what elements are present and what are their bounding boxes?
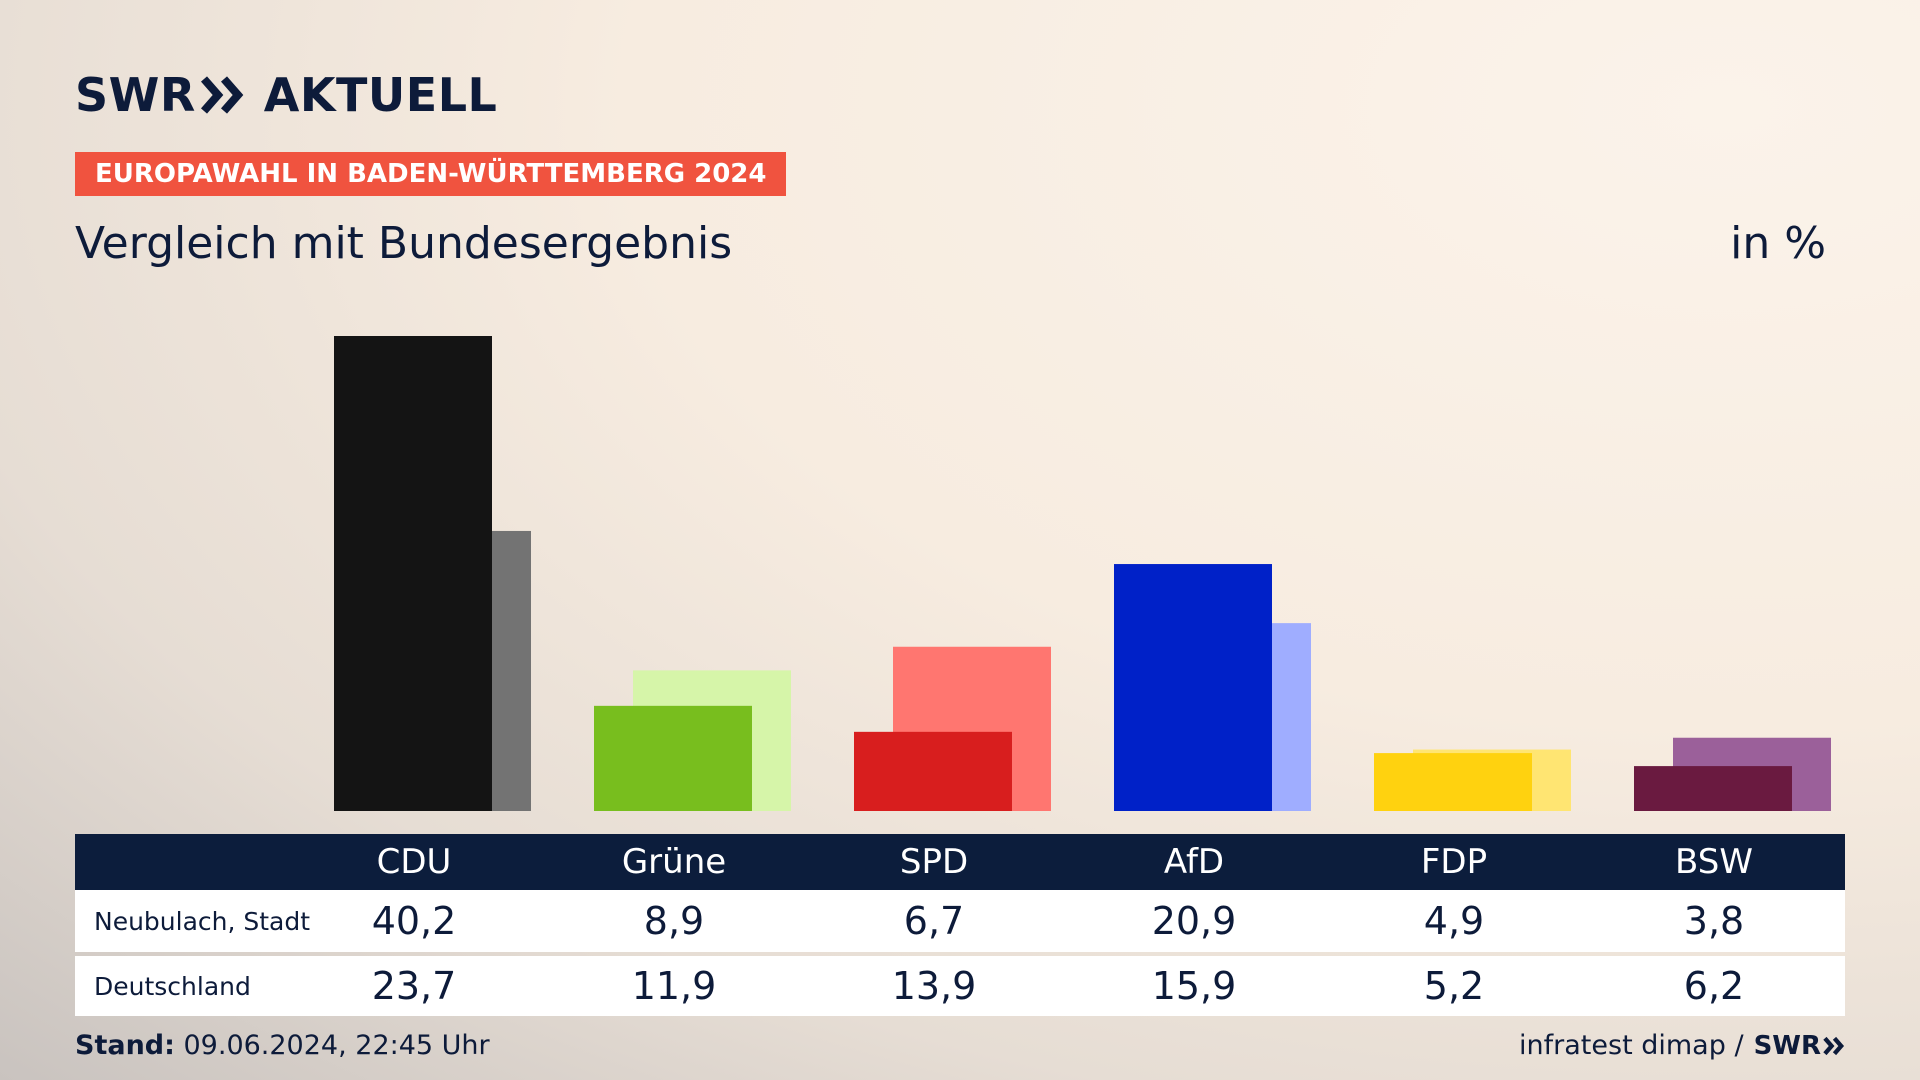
bar-neubulach-spd — [854, 731, 1012, 811]
value-neubulach-spd: 6,7 — [903, 899, 965, 943]
swr-mini-logo-text: SWR — [1753, 1030, 1821, 1061]
value-neubulach-bsw: 3,8 — [1683, 899, 1745, 943]
swr-aktuell-logo: SWR AKTUELL — [75, 68, 497, 122]
source-text: infratest dimap / — [1519, 1030, 1744, 1061]
stand-value: 09.06.2024, 22:45 Uhr — [174, 1030, 490, 1061]
swr-mini-logo: SWR — [1754, 1031, 1845, 1061]
chevron-double-icon — [1823, 1036, 1845, 1055]
chevron-double-icon — [200, 76, 244, 114]
column-header-spd: SPD — [899, 842, 969, 882]
timestamp: Stand: 09.06.2024, 22:45 Uhr — [75, 1030, 490, 1061]
value-neubulach-cdu: 40,2 — [371, 899, 457, 943]
row-label: Neubulach, Stadt — [94, 906, 311, 936]
table-header: CDU Grüne SPD AfD FDP BSW — [75, 834, 1845, 890]
column-header-grüne: Grüne — [621, 842, 727, 882]
column-header-afd: AfD — [1163, 842, 1225, 882]
column-header-cdu: CDU — [376, 842, 452, 882]
value-neubulach-grüne: 8,9 — [643, 899, 705, 943]
column-header-fdp: FDP — [1420, 842, 1488, 882]
bar-neubulach-cdu — [334, 336, 492, 811]
bar-neubulach-fdp — [1374, 753, 1532, 811]
results-table: CDU Grüne SPD AfD FDP BSW Neubulach, Stadt 40… — [75, 834, 1845, 1016]
bar-neubulach-afd — [1114, 564, 1272, 811]
election-badge: EUROPAWAHL IN BADEN-WÜRTTEMBERG 2024 — [75, 152, 787, 196]
stand-label: Stand: — [75, 1030, 175, 1061]
row-label: Deutschland — [94, 971, 251, 1001]
value-neubulach-fdp: 4,9 — [1423, 899, 1485, 943]
table-row-local: Neubulach, Stadt 40,2 8,9 6,7 20,9 4,9 3,8 — [75, 890, 1845, 952]
value-neubulach-afd: 20,9 — [1151, 899, 1237, 943]
logo-text: SWR — [75, 68, 196, 122]
bar-neubulach-bsw — [1634, 766, 1792, 811]
bar-chart — [334, 336, 1831, 811]
value-deutschland-spd: 13,9 — [891, 964, 977, 1008]
bar-neubulach-grüne — [594, 705, 752, 811]
logo-suffix: AKTUELL — [263, 68, 498, 122]
source-credit: infratest dimap / SWR — [1519, 1030, 1845, 1061]
value-deutschland-afd: 15,9 — [1151, 964, 1237, 1008]
chart-subtitle: Vergleich mit Bundesergebnis — [75, 218, 733, 269]
value-deutschland-grüne: 11,9 — [631, 964, 717, 1008]
value-deutschland-fdp: 5,2 — [1423, 964, 1485, 1008]
value-deutschland-cdu: 23,7 — [371, 964, 457, 1008]
unit-label: in % — [1730, 218, 1826, 269]
value-deutschland-bsw: 6,2 — [1683, 964, 1745, 1008]
table-row-national: Deutschland 23,7 11,9 13,9 15,9 5,2 6,2 — [75, 956, 1845, 1016]
column-header-bsw: BSW — [1675, 842, 1753, 882]
